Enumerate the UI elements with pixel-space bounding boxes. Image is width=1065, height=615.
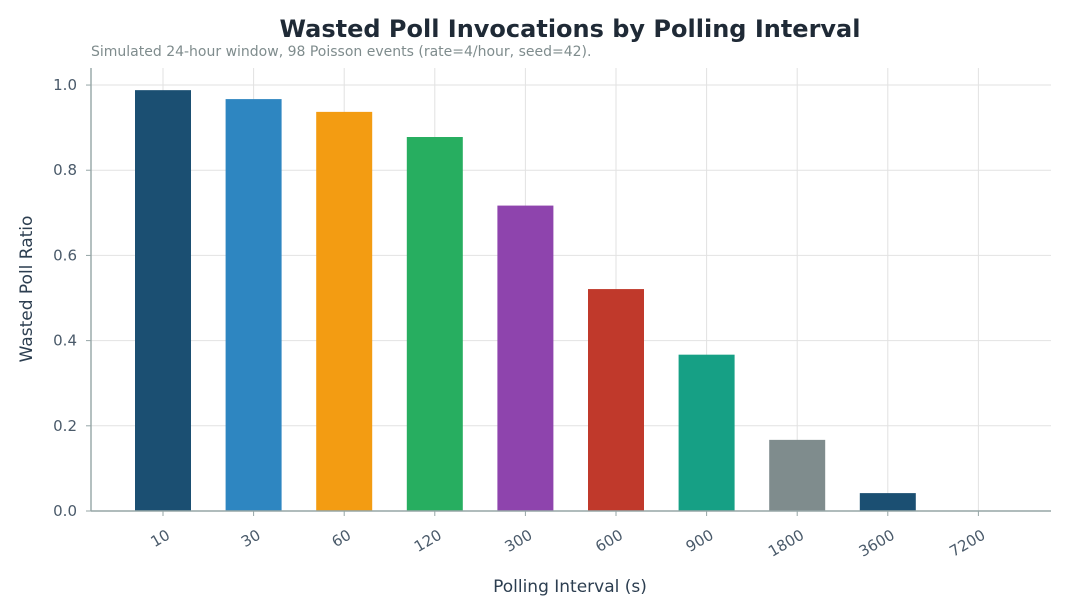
x-tick-label: 10 bbox=[147, 526, 173, 551]
x-tick-label: 30 bbox=[238, 526, 264, 551]
bar-3600 bbox=[859, 493, 916, 511]
y-tick-label: 0.6 bbox=[53, 246, 77, 264]
y-tick-label: 0.4 bbox=[53, 332, 77, 350]
x-tick-label: 900 bbox=[683, 526, 717, 556]
y-tick-label: 0.2 bbox=[53, 417, 77, 435]
axes bbox=[86, 68, 1051, 516]
chart-title: Wasted Poll Invocations by Polling Inter… bbox=[280, 15, 861, 43]
y-tick-label: 1.0 bbox=[53, 76, 77, 94]
bar-60 bbox=[316, 111, 373, 512]
x-tick-label: 7200 bbox=[946, 526, 988, 561]
bar-30 bbox=[225, 99, 282, 512]
bar-600 bbox=[588, 289, 644, 511]
bar-10 bbox=[135, 90, 191, 512]
x-tick-label: 3600 bbox=[856, 526, 898, 561]
x-tick-label: 1800 bbox=[765, 526, 807, 561]
chart-subtitle: Simulated 24-hour window, 98 Poisson eve… bbox=[91, 44, 591, 60]
bar-120 bbox=[406, 137, 463, 511]
y-tick-label: 0.0 bbox=[53, 502, 77, 520]
bar-1800 bbox=[769, 439, 826, 511]
x-tick-label: 600 bbox=[592, 526, 626, 556]
bar-900 bbox=[678, 354, 735, 511]
y-tick-label: 0.8 bbox=[53, 161, 77, 179]
x-tick-label: 120 bbox=[411, 526, 445, 556]
bar-300 bbox=[497, 205, 554, 511]
y-axis-label: Wasted Poll Ratio bbox=[17, 216, 37, 363]
x-axis-label: Polling Interval (s) bbox=[493, 577, 647, 597]
bars bbox=[135, 90, 916, 512]
x-tick-label: 300 bbox=[502, 526, 536, 556]
x-tick-label: 60 bbox=[329, 526, 355, 551]
